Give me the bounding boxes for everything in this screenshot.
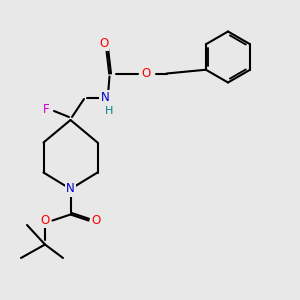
Text: H: H <box>105 106 114 116</box>
Text: N: N <box>66 182 75 196</box>
Text: O: O <box>40 214 50 227</box>
Text: O: O <box>141 67 150 80</box>
Text: O: O <box>99 37 108 50</box>
Text: N: N <box>100 91 109 104</box>
Text: O: O <box>92 214 100 227</box>
Text: F: F <box>43 103 50 116</box>
